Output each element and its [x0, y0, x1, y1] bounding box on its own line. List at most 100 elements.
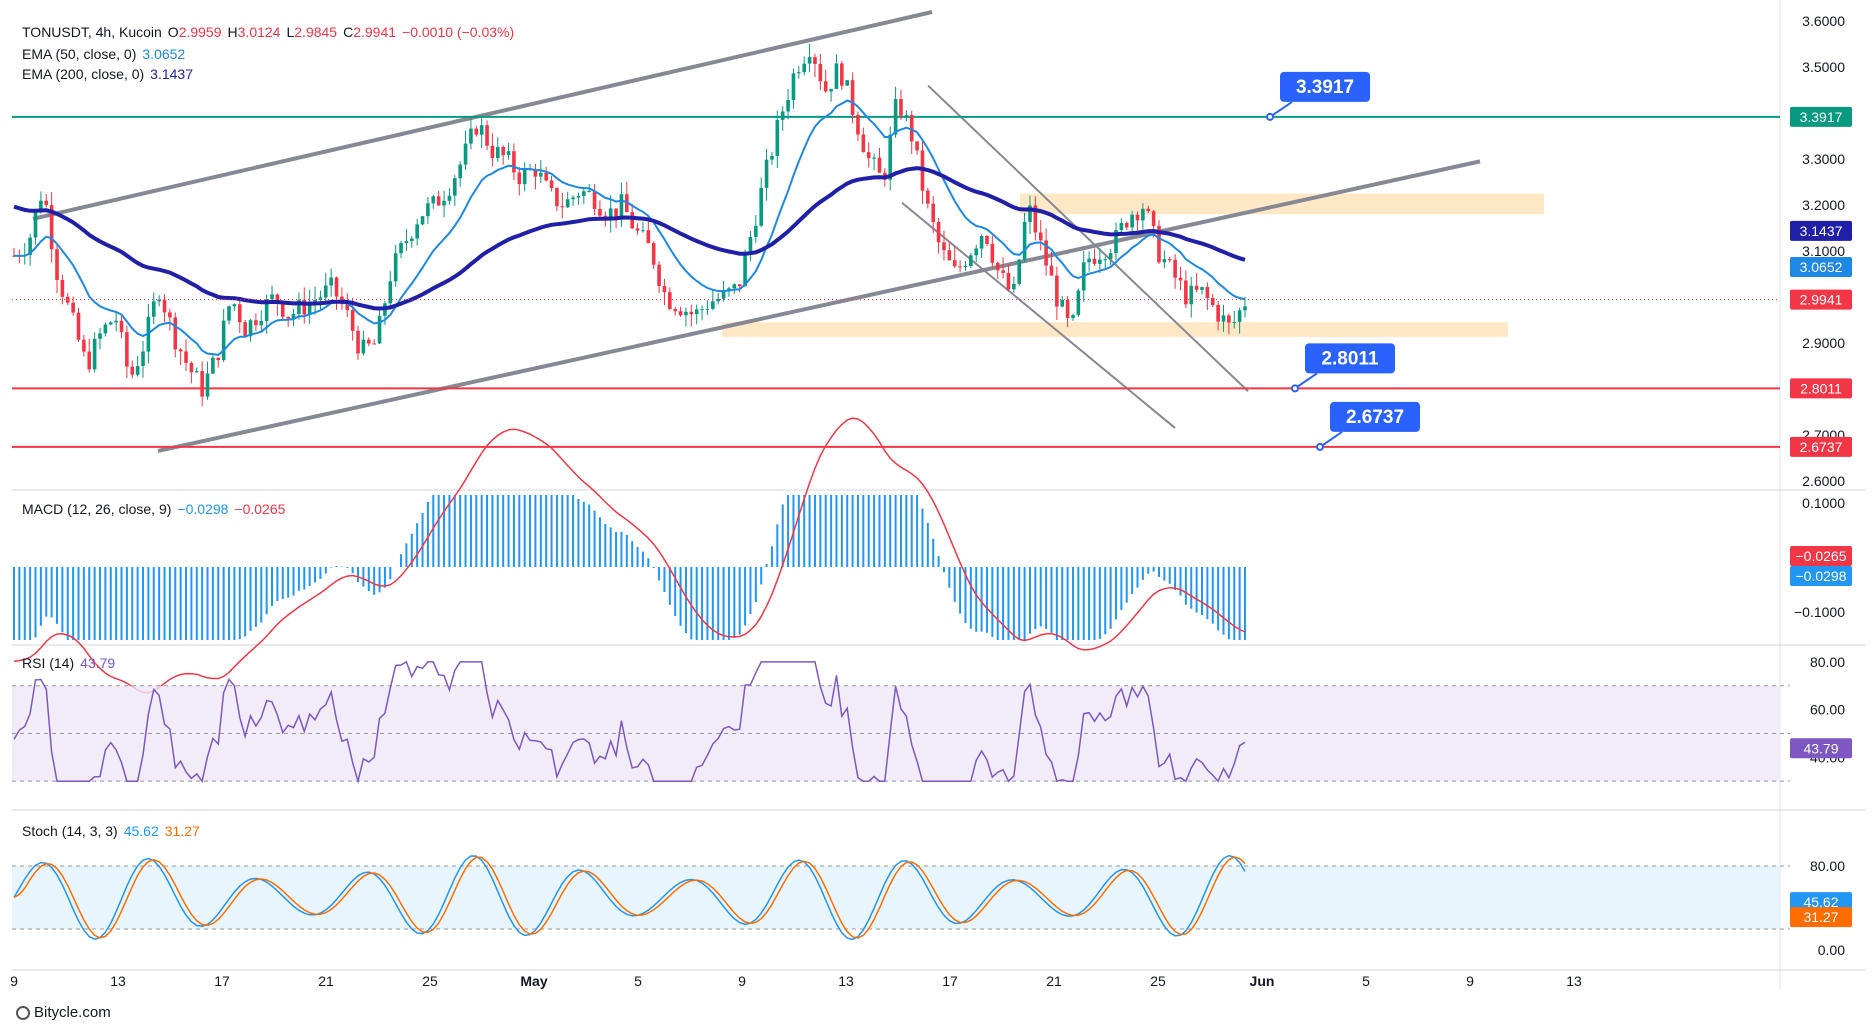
macd-value-tag-bg [1790, 566, 1852, 586]
candle-body [963, 265, 968, 268]
candle-body [495, 146, 500, 159]
macd-signal-tag-bg [1790, 546, 1852, 566]
x-tick-label: 21 [1046, 973, 1062, 989]
channel-upper-line [32, 10, 933, 221]
candle-body [608, 208, 613, 221]
candle-body [1044, 240, 1048, 266]
candle-body [479, 125, 484, 135]
signal-value: −0.0265 [234, 501, 286, 517]
candle-body [1151, 211, 1156, 226]
candle-body [426, 203, 430, 217]
candle-body [157, 299, 161, 302]
x-tick-label: Jun [1250, 973, 1275, 989]
x-tick-label: 9 [738, 973, 746, 989]
candle-body [1055, 275, 1059, 307]
candle-body [350, 310, 355, 331]
candle-body [194, 371, 199, 373]
ema-price-tag-1-bg [1790, 256, 1852, 277]
candle-body [168, 312, 172, 318]
candle-body [587, 190, 591, 192]
candle-body [33, 211, 38, 238]
callout-anchor [1291, 384, 1299, 393]
price-tick-label: 3.1000 [1802, 243, 1845, 259]
stoch-tick-label: 80.00 [1810, 858, 1845, 874]
candle-body [1114, 230, 1118, 254]
price-tick-label: 2.9000 [1802, 335, 1845, 351]
candle-body [539, 172, 543, 177]
candle-body [947, 250, 952, 261]
candle-body [1167, 259, 1172, 261]
candle-body [565, 199, 570, 208]
candle-body [732, 284, 737, 289]
candle-body [1001, 270, 1005, 273]
macd-legend: MACD (12, 26, close, 9) −0.0298 −0.0265 [22, 501, 286, 517]
support-1-price-tag-bg [1790, 378, 1852, 399]
candle-body [458, 164, 462, 179]
candle-body [641, 230, 645, 232]
candle-body [1028, 205, 1032, 222]
candle-body [797, 72, 801, 74]
high-value: 3.0124 [237, 24, 281, 40]
candle-body [334, 277, 339, 297]
candle-body [888, 134, 893, 180]
candle-body [754, 225, 758, 237]
candle-body [834, 63, 839, 89]
candle-body [893, 99, 898, 135]
candle-body [275, 294, 280, 304]
candle-body [1157, 225, 1161, 263]
candle-body [323, 285, 328, 298]
candle-body [65, 296, 70, 303]
support-1-price-tag: 2.8011 [1800, 380, 1842, 396]
candle-body [1173, 259, 1177, 278]
candle-body [1221, 315, 1226, 322]
candle-body [700, 309, 704, 311]
candle-body [544, 172, 548, 181]
price-tick-label: 3.5000 [1802, 59, 1845, 75]
candle-body [818, 64, 823, 82]
ema-price-tag-0: 3.1437 [1800, 223, 1843, 239]
candle-body [469, 128, 473, 144]
candle-body [329, 277, 333, 286]
candle-body [582, 191, 586, 197]
candle-body [366, 339, 371, 344]
macd-tick-label: −0.1000 [1794, 604, 1845, 620]
candle-body [485, 125, 489, 146]
candle-body [517, 172, 522, 185]
candle-body [861, 134, 866, 153]
candle-body [254, 320, 258, 326]
ema50-legend: EMA (50, close, 0) 3.0652 [22, 46, 186, 62]
candle-body [694, 309, 699, 315]
candle-body [447, 195, 452, 201]
candle-body [1232, 321, 1237, 323]
candle-body [684, 311, 688, 316]
candle-body [1162, 259, 1167, 263]
stoch-d-tag: 31.27 [1803, 909, 1838, 925]
x-tick-label: 17 [942, 973, 958, 989]
symbol-label: TONUSDT, 4h, Kucoin [22, 24, 162, 40]
callout-box [1305, 343, 1395, 374]
candle-body [1216, 304, 1220, 322]
macd-value: −0.0298 [177, 501, 229, 517]
rsi-value: 43.79 [80, 655, 116, 671]
candle-body [87, 351, 92, 370]
candle-body [727, 288, 731, 291]
x-tick-label: 21 [318, 973, 334, 989]
rsi-tick-label: 60.00 [1810, 702, 1845, 718]
candle-body [1189, 285, 1194, 305]
rsi-line [13, 660, 1246, 785]
candle-body [436, 196, 441, 206]
candle-body [1033, 205, 1038, 233]
candle-body [490, 145, 495, 159]
candle-body [28, 237, 32, 256]
candle-body [71, 302, 75, 313]
candle-body [705, 308, 710, 310]
candle-body [44, 200, 49, 206]
candle-body [877, 157, 882, 173]
candle-body [1060, 299, 1065, 307]
candle-body [969, 255, 973, 266]
candle-body [162, 299, 167, 313]
ema200-line [13, 166, 1246, 311]
candle-body [560, 206, 565, 208]
candle-body [662, 286, 667, 293]
